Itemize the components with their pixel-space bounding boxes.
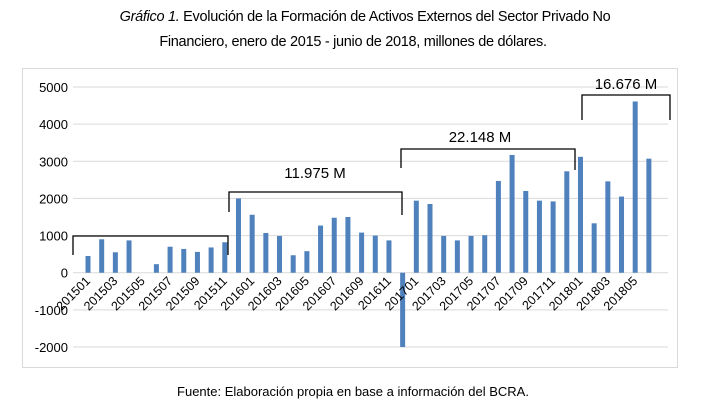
title-text-1: Evolución de la Formación de Activos Ext… (179, 9, 611, 25)
annotation-bracket (228, 191, 403, 215)
bar-201603 (277, 235, 283, 273)
bar-201708 (509, 154, 515, 273)
bar-201503 (112, 252, 118, 273)
y-tick-label: 1000 (39, 229, 68, 244)
bar-201511 (222, 242, 228, 273)
bar-201801 (577, 156, 583, 273)
bar-201805 (632, 101, 638, 273)
bar-201706 (482, 235, 488, 273)
annotation-bracket (72, 235, 229, 255)
bar-201609 (359, 232, 365, 273)
y-tick-label: -1000 (35, 303, 68, 318)
annotation-bracket (400, 148, 576, 170)
bar-201608 (345, 217, 351, 273)
annotation-label: 16.676 M (595, 76, 658, 93)
bar-201508 (181, 248, 187, 273)
bar-201711 (550, 201, 556, 273)
bar-201506 (153, 264, 159, 273)
bar-201802 (591, 223, 597, 273)
bar-201509 (194, 251, 200, 273)
annotation-label: 22.148 M (449, 129, 512, 146)
y-tick-label: 5000 (39, 80, 68, 95)
annotation-bracket (581, 94, 671, 120)
bar-201604 (290, 255, 296, 273)
y-tick-label: -2000 (35, 340, 68, 355)
bar-201712 (564, 171, 570, 273)
bar-201512 (235, 198, 241, 273)
bar-201806 (646, 158, 652, 273)
annotation-label: 11.975 M (284, 165, 345, 182)
figure-number: Gráfico 1. (119, 9, 180, 25)
bar-201501 (85, 256, 91, 273)
bar-201705 (468, 235, 474, 273)
bar-201601 (249, 214, 255, 273)
bar-201702 (427, 204, 433, 273)
bar-201707 (495, 180, 501, 273)
y-tick-label: 0 (61, 266, 68, 281)
bar-201510 (208, 247, 214, 273)
y-tick-label: 4000 (39, 117, 68, 132)
bar-201507 (167, 246, 173, 273)
bar-201602 (263, 232, 269, 273)
bar-201605 (304, 251, 310, 273)
y-tick-label: 3000 (39, 154, 68, 169)
bar-201502 (99, 239, 105, 273)
bar-201701 (413, 200, 419, 273)
bar-201612 (400, 272, 406, 347)
source-note: Fuente: Elaboración propia en base a inf… (177, 384, 529, 399)
bar-201803 (605, 181, 611, 273)
bar-201606 (318, 225, 324, 273)
chart-frame (22, 68, 678, 368)
bar-201504 (126, 240, 132, 273)
bar-201804 (619, 196, 625, 273)
bar-201611 (386, 240, 392, 273)
chart-title-line-2: Financiero, enero de 2015 - junio de 201… (159, 34, 547, 50)
bar-201607 (331, 217, 337, 273)
chart-title-line-1: Gráfico 1. Evolución de la Formación de … (12, 9, 706, 25)
bar-201710 (536, 200, 542, 273)
bar-201704 (454, 240, 460, 273)
bar-201709 (523, 191, 529, 273)
bar-201703 (441, 235, 447, 273)
y-tick-label: 2000 (39, 191, 68, 206)
bar-201610 (372, 235, 378, 273)
